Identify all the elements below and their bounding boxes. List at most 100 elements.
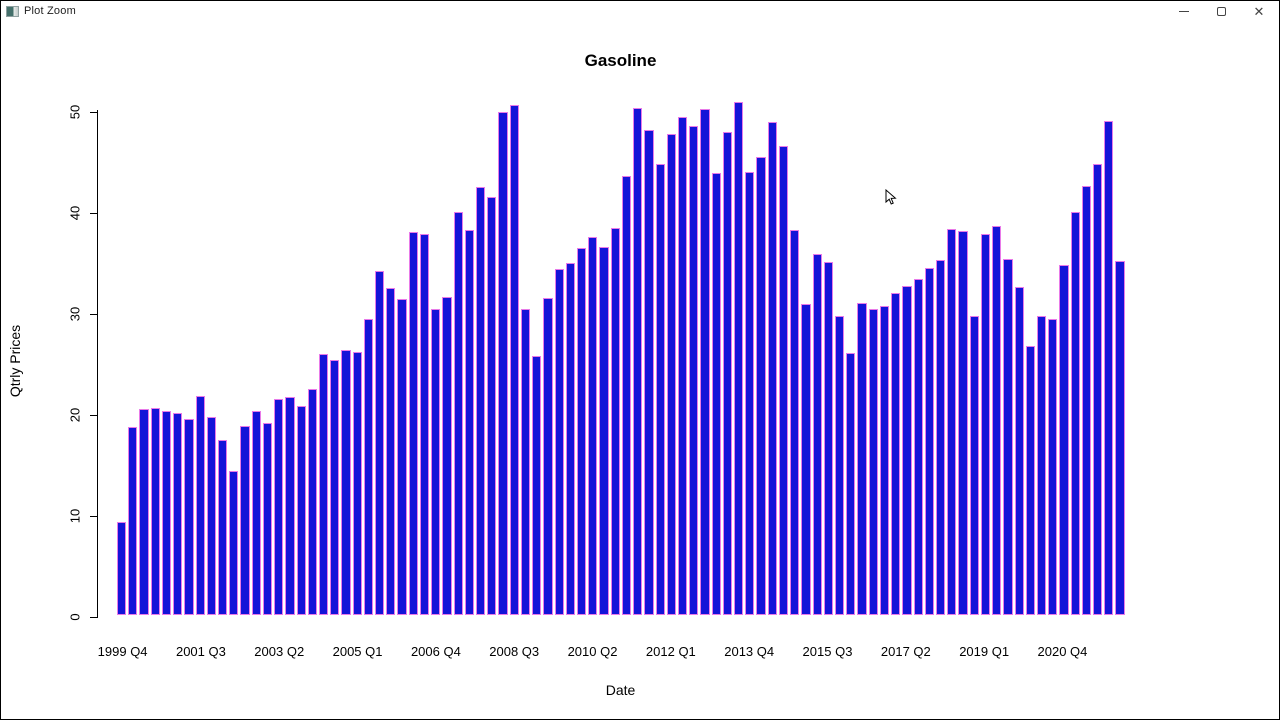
y-tick — [90, 415, 97, 416]
bar — [375, 270, 385, 615]
bar — [1104, 121, 1114, 615]
bar — [363, 319, 374, 615]
bar — [1014, 286, 1024, 615]
close-button[interactable]: ✕ — [1243, 1, 1275, 21]
bar — [879, 305, 890, 615]
y-tick-label: 30 — [67, 306, 83, 322]
bar — [296, 405, 306, 615]
bar — [1025, 346, 1035, 615]
x-tick-label: 2003 Q2 — [254, 644, 305, 659]
x-tick-label: 2019 Q1 — [959, 644, 1010, 659]
plot-icon — [6, 5, 19, 17]
bar — [330, 359, 340, 615]
y-axis-title: Qtrly Prices — [7, 324, 23, 398]
bar — [711, 172, 721, 615]
y-tick-label: 0 — [67, 613, 83, 621]
bar — [509, 105, 519, 615]
minimize-button[interactable] — [1168, 1, 1200, 21]
x-tick-label: 2010 Q2 — [567, 644, 618, 659]
bar — [689, 126, 699, 615]
chart-title: Gasoline — [584, 51, 657, 70]
bar — [812, 254, 822, 615]
bar — [868, 309, 878, 615]
y-tick-label: 10 — [67, 508, 83, 524]
maximize-button[interactable] — [1205, 1, 1237, 21]
y-tick — [90, 314, 97, 315]
x-tick-label: 2005 Q1 — [332, 644, 383, 659]
bar — [318, 354, 329, 615]
y-tick-label: 40 — [67, 205, 83, 221]
bar — [857, 302, 867, 615]
bar — [633, 108, 643, 615]
bar — [476, 186, 486, 615]
title-bar[interactable]: Plot Zoom — [1, 1, 1279, 21]
bar — [700, 109, 710, 615]
bar — [431, 309, 441, 615]
bar — [532, 356, 542, 615]
bar — [835, 316, 845, 615]
bar — [285, 396, 295, 615]
bar — [262, 423, 273, 615]
bar — [1081, 185, 1092, 615]
bar — [1036, 316, 1047, 615]
bar — [341, 350, 351, 615]
bar — [184, 419, 194, 615]
x-tick-label: 2001 Q3 — [175, 644, 226, 659]
bar — [229, 470, 239, 615]
window-title: Plot Zoom — [24, 5, 76, 17]
mouse-cursor — [885, 188, 897, 212]
bar — [408, 232, 418, 615]
x-tick-label: 2006 Q4 — [410, 644, 461, 659]
bar — [969, 316, 979, 615]
bar — [161, 411, 172, 615]
bar — [565, 262, 575, 615]
x-tick-label: 2015 Q3 — [802, 644, 853, 659]
y-tick-label: 50 — [67, 104, 83, 120]
bar — [599, 247, 609, 615]
bar — [307, 388, 317, 615]
bar — [588, 237, 598, 615]
bar — [790, 230, 800, 615]
bar — [1003, 258, 1013, 615]
bar — [756, 156, 766, 615]
y-tick — [90, 112, 97, 113]
bar — [734, 101, 744, 615]
bar — [913, 278, 923, 615]
x-tick-label: 1999 Q4 — [97, 644, 148, 659]
bar — [655, 163, 665, 615]
bar — [150, 408, 160, 615]
bar — [1115, 260, 1125, 615]
bar — [1070, 212, 1080, 615]
bar — [778, 146, 789, 615]
bar — [487, 196, 497, 615]
x-tick-label: 2008 Q3 — [489, 644, 540, 659]
bar — [520, 309, 531, 615]
bar — [128, 427, 138, 615]
maximize-icon — [1216, 6, 1226, 16]
x-tick-label: 2012 Q1 — [645, 644, 696, 659]
bar — [947, 229, 957, 615]
y-tick — [90, 213, 97, 214]
bars — [117, 101, 1125, 615]
bar — [576, 248, 587, 615]
bar — [217, 440, 228, 615]
bar — [801, 303, 811, 615]
bar — [453, 212, 463, 615]
bar — [980, 234, 991, 615]
bar — [464, 230, 474, 615]
x-tick-label: 2013 Q4 — [724, 644, 775, 659]
bar — [554, 268, 564, 615]
bar — [767, 122, 777, 615]
bar — [419, 234, 430, 615]
x-tick-label: 2020 Q4 — [1037, 644, 1088, 659]
bar — [902, 285, 912, 615]
bar — [206, 417, 216, 615]
bar — [666, 134, 676, 615]
x-tick-label: 2017 Q2 — [880, 644, 931, 659]
bar — [891, 292, 901, 615]
bar — [397, 298, 407, 615]
bar — [722, 132, 733, 615]
bar — [352, 352, 362, 615]
bar — [240, 426, 250, 615]
